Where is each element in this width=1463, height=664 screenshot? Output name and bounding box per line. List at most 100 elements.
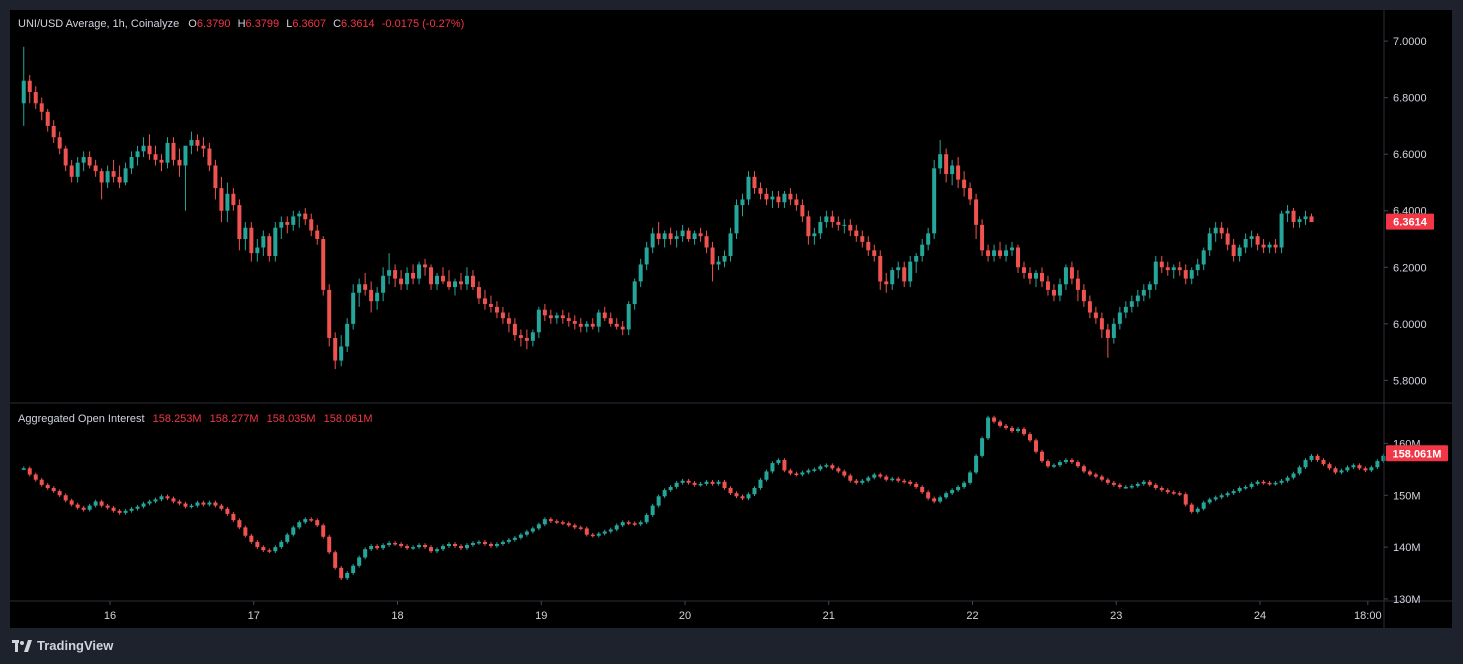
oi-candle-body	[285, 534, 290, 542]
price-candle-body	[207, 148, 212, 166]
price-candle-body	[578, 323, 583, 327]
price-candle-body	[1231, 244, 1236, 256]
symbol-title[interactable]: UNI/USD Average, 1h, Coinalyze	[18, 18, 180, 30]
price-candle-body	[171, 142, 176, 160]
oi-candle-body	[75, 504, 80, 508]
price-candle-body	[902, 267, 907, 282]
oi-candle-body	[830, 465, 835, 469]
oi-candle-body	[956, 486, 961, 491]
price-candle-body	[842, 224, 847, 226]
oi-candle-body	[357, 557, 362, 566]
price-candle-body	[441, 275, 446, 282]
price-candle-body	[447, 281, 452, 288]
oi-candle-body	[920, 486, 925, 493]
oi-candle-body	[1004, 425, 1009, 428]
oi-candle-body	[482, 541, 487, 544]
oi-candle-body	[93, 501, 98, 506]
tradingview-brand[interactable]: TradingView	[12, 638, 113, 653]
close-label: C	[333, 18, 342, 30]
oi-candle-body	[243, 527, 248, 536]
oi-candle-body	[177, 501, 182, 504]
price-candle-body	[213, 165, 218, 189]
oi-candle-body	[1363, 468, 1368, 471]
price-candle-body	[944, 154, 949, 174]
price-candle-body	[740, 199, 745, 206]
oi-candle-body	[458, 546, 463, 549]
oi-candle-body	[1321, 460, 1326, 465]
oi-candle-body	[315, 520, 320, 526]
oi-candle-body	[884, 476, 889, 480]
oi-candle-body	[1141, 481, 1146, 484]
oi-candle-body	[488, 543, 493, 547]
price-candle-body	[1010, 247, 1015, 251]
oi-candle-body	[321, 525, 326, 537]
oi-candle-body	[1081, 466, 1086, 472]
price-candle-body	[1303, 216, 1308, 220]
oi-candle-body	[279, 541, 284, 548]
time-tick-label: 16	[104, 610, 116, 622]
price-candle-body	[980, 224, 985, 251]
price-candle-body	[63, 148, 68, 166]
oi-candle-body	[500, 541, 505, 544]
price-candle-body	[548, 315, 553, 319]
price-candle-body	[435, 275, 440, 285]
oi-candle-body	[764, 471, 769, 480]
price-candle-body	[620, 326, 625, 330]
price-legend: UNI/USD Average, 1h, Coinalyze O6.3790 H…	[18, 18, 464, 30]
price-candle-body	[45, 111, 50, 126]
price-candle-body	[189, 140, 194, 146]
oi-candle-body	[524, 531, 529, 535]
oi-candle-body	[261, 547, 266, 551]
price-candle-body	[962, 179, 967, 189]
oi-candle-body	[1369, 467, 1374, 471]
oi-candle-body	[51, 488, 56, 492]
price-candle-body	[776, 196, 781, 203]
oi-candle-body	[878, 474, 883, 477]
oi-candle-body	[530, 528, 535, 532]
oi-candle-body	[405, 546, 410, 549]
price-candle-body	[369, 289, 374, 302]
price-tick-label: 6.8000	[1393, 93, 1427, 105]
oi-candle-body	[1339, 470, 1344, 473]
price-candle-body	[345, 323, 350, 347]
price-candle-body	[375, 292, 380, 302]
price-candle-body	[938, 154, 943, 169]
oi-candle-body	[225, 508, 230, 514]
oi-candle-body	[1333, 468, 1338, 473]
low-value: 6.3607	[292, 18, 327, 30]
oi-candle-body	[980, 438, 985, 456]
oi-candle-body	[141, 503, 146, 507]
price-candle-body	[830, 216, 835, 223]
oi-candle-body	[656, 496, 661, 506]
oi-candle-body	[638, 522, 643, 525]
price-candle-body	[614, 323, 619, 327]
close-value: 6.3614	[341, 18, 375, 30]
price-candle-body	[1105, 329, 1110, 338]
price-candle-body	[1267, 244, 1272, 248]
price-candle-body	[1135, 295, 1140, 302]
price-candle-body	[327, 289, 332, 338]
price-candle-body	[1213, 227, 1218, 234]
oi-candle-body	[686, 480, 691, 483]
price-candle-body	[896, 267, 901, 271]
price-candle-body	[21, 80, 26, 104]
price-candle-body	[1201, 250, 1206, 265]
price-candle-body	[1087, 301, 1092, 313]
oi-candle-body	[1225, 493, 1230, 496]
price-candle-body	[524, 337, 529, 341]
price-candle-body	[1273, 244, 1278, 248]
oi-candle-body	[644, 514, 649, 523]
price-candle-body	[303, 213, 308, 220]
oi-candle-body	[782, 460, 787, 471]
price-candle-body	[141, 145, 146, 152]
oi-candle-body	[860, 480, 865, 483]
price-candle-body	[75, 162, 80, 177]
price-candle-body	[932, 168, 937, 234]
oi-candle-body	[363, 549, 368, 558]
oi-candle-body	[1183, 494, 1188, 505]
oi-candle-body	[267, 550, 272, 552]
oi-candle-body	[572, 525, 577, 528]
price-candle-body	[734, 205, 739, 234]
oi-title[interactable]: Aggregated Open Interest	[18, 413, 145, 425]
